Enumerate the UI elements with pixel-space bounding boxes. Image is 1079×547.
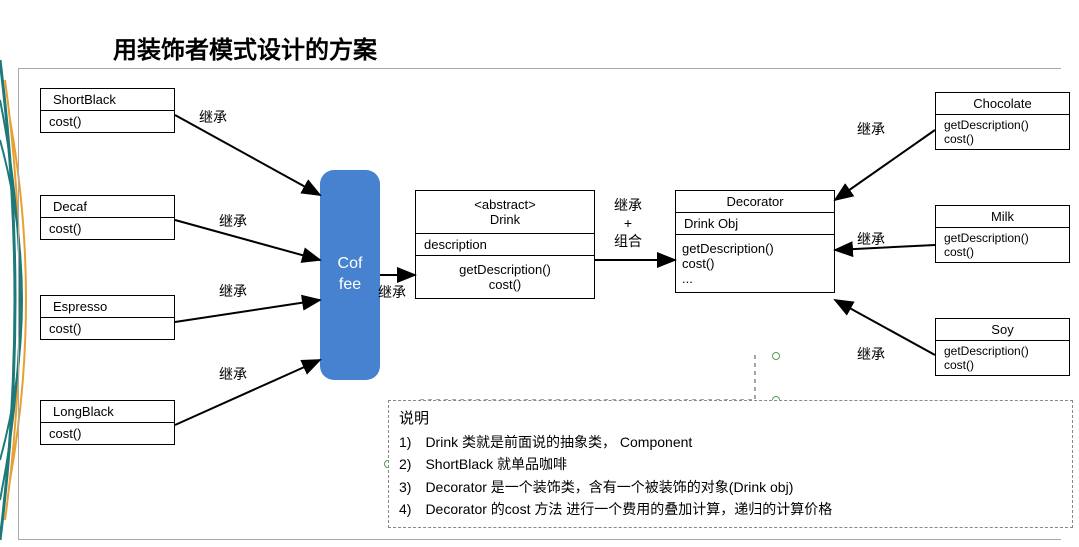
class-name: ShortBlack xyxy=(41,89,174,111)
left-class-box: Decaf cost() xyxy=(40,195,175,240)
coffee-label: Cof fee xyxy=(338,254,363,296)
right-class-box: Soy getDescription() cost() xyxy=(935,318,1070,376)
edge-label: 继承 xyxy=(857,120,885,138)
notes-list: 1) Drink 类就是前面说的抽象类， Component2) ShortBl… xyxy=(399,431,1062,521)
note-item: 3) Decorator 是一个装饰类，含有一个被装饰的对象(Drink obj… xyxy=(399,476,1062,498)
note-item: 1) Drink 类就是前面说的抽象类， Component xyxy=(399,431,1062,453)
decorator-class-box: Decorator Drink Obj getDescription() cos… xyxy=(675,190,835,293)
class-name: Milk xyxy=(936,206,1069,228)
class-name: Chocolate xyxy=(936,93,1069,115)
edge-label: 继承 xyxy=(199,108,227,126)
drink-header: <abstract> Drink xyxy=(416,191,594,234)
class-methods: getDescription() cost() xyxy=(936,341,1069,375)
class-name: Decaf xyxy=(41,196,174,218)
page-title: 用装饰者模式设计的方案 xyxy=(113,30,377,65)
class-method: cost() xyxy=(41,218,174,239)
left-class-box: ShortBlack cost() xyxy=(40,88,175,133)
class-methods: getDescription() cost() xyxy=(936,228,1069,262)
decorator-header: Decorator xyxy=(676,191,834,213)
class-methods: getDescription() cost() xyxy=(936,115,1069,149)
drink-methods: getDescription() cost() xyxy=(416,256,594,298)
notes-box: 说明 1) Drink 类就是前面说的抽象类， Component2) Shor… xyxy=(388,400,1073,528)
decorator-methods: getDescription() cost() ... xyxy=(676,235,834,292)
class-method: cost() xyxy=(41,111,174,132)
class-name: Espresso xyxy=(41,296,174,318)
coffee-node: Cof fee xyxy=(320,170,380,380)
notes-title: 说明 xyxy=(399,407,1062,431)
right-class-box: Milk getDescription() cost() xyxy=(935,205,1070,263)
edge-label: 继承 xyxy=(219,365,247,383)
class-name: Soy xyxy=(936,319,1069,341)
edge-label: 继承 xyxy=(857,345,885,363)
edge-label: 继承 + 组合 xyxy=(614,196,642,251)
edge-label: 继承 xyxy=(219,282,247,300)
selection-handle xyxy=(772,352,780,360)
drink-attr: description xyxy=(416,234,594,256)
note-item: 4) Decorator 的cost 方法 进行一个费用的叠加计算，递归的计算价… xyxy=(399,498,1062,520)
class-name: LongBlack xyxy=(41,401,174,423)
drink-class-box: <abstract> Drink description getDescript… xyxy=(415,190,595,299)
left-class-box: LongBlack cost() xyxy=(40,400,175,445)
right-class-box: Chocolate getDescription() cost() xyxy=(935,92,1070,150)
edge-label: 继承 xyxy=(378,283,406,301)
class-method: cost() xyxy=(41,423,174,444)
edge-label: 继承 xyxy=(219,212,247,230)
left-class-box: Espresso cost() xyxy=(40,295,175,340)
edge-label: 继承 xyxy=(857,230,885,248)
class-method: cost() xyxy=(41,318,174,339)
decorator-attr: Drink Obj xyxy=(676,213,834,235)
note-item: 2) ShortBlack 就单品咖啡 xyxy=(399,453,1062,475)
